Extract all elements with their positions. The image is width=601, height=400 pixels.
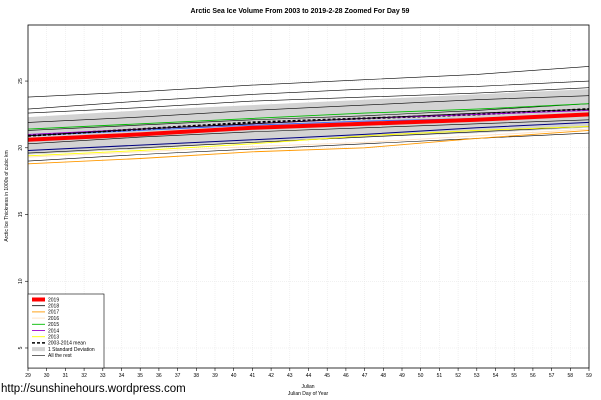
x-tick-label: 59 <box>586 373 592 379</box>
series-line-2017 <box>27 129 590 165</box>
y-axis: 5 10 15 20 25 <box>18 78 28 349</box>
legend-label: 1 Standard Deviation <box>48 347 95 353</box>
x-tick-label: 45 <box>324 373 330 379</box>
x-tick-label: 38 <box>194 373 200 379</box>
x-tick-label: 29 <box>25 373 31 379</box>
x-tick-label: 44 <box>306 373 312 379</box>
x-tick-label: 58 <box>568 373 574 379</box>
series-line-2013 <box>27 125 590 157</box>
x-axis-label-2: Julian Day of Year <box>288 391 329 397</box>
legend-label: 2016 <box>48 316 59 322</box>
x-tick-label: 43 <box>287 373 293 379</box>
x-tick-label: 32 <box>81 373 87 379</box>
x-axis: 29 30 31 32 33 34 35 36 37 38 39 40 41 42 43 44 45 46 47 48… <box>25 368 592 379</box>
x-tick-label: 41 <box>250 373 256 379</box>
legend-label: 2014 <box>48 328 59 334</box>
series-line-2018 <box>27 108 590 137</box>
y-tick-label: 20 <box>18 145 24 151</box>
grid <box>27 25 590 368</box>
x-tick-label: 34 <box>119 373 125 379</box>
other-year-line <box>27 119 590 145</box>
x-tick-label: 42 <box>268 373 274 379</box>
y-tick-label: 15 <box>18 212 24 218</box>
legend-label: 2017 <box>48 310 59 316</box>
x-tick-label: 56 <box>530 373 536 379</box>
x-tick-label: 48 <box>381 373 387 379</box>
series-line-2019 <box>27 112 590 142</box>
legend-label: 2013 <box>48 335 59 341</box>
other-year-line <box>27 95 590 123</box>
y-tick-label: 5 <box>18 346 24 349</box>
std-band-layer <box>28 89 589 155</box>
chart-title: Arctic Sea Ice Volume From 2003 to 2019-… <box>191 8 410 15</box>
x-tick-label: 37 <box>175 373 181 379</box>
x-tick-label: 30 <box>44 373 50 379</box>
y-tick-label: 10 <box>18 278 24 284</box>
x-axis-label: Julian <box>301 384 314 390</box>
x-tick-label: 31 <box>63 373 69 379</box>
other-year-line <box>27 80 590 110</box>
x-tick-label: 52 <box>455 373 461 379</box>
series-line-2003-2014-mean <box>27 108 590 137</box>
legend-label: 2015 <box>48 322 59 328</box>
x-tick-label: 51 <box>437 373 443 379</box>
x-tick-label: 46 <box>343 373 349 379</box>
series-line-2015 <box>27 103 590 130</box>
x-tick-label: 50 <box>418 373 424 379</box>
legend-label: 2018 <box>48 304 59 310</box>
x-tick-label: 55 <box>511 373 517 379</box>
dark-blue-line <box>27 121 590 151</box>
x-tick-label: 53 <box>474 373 480 379</box>
series-line-2016 <box>27 128 590 158</box>
std-band <box>28 89 589 155</box>
other-year-line <box>27 103 590 131</box>
x-tick-label: 39 <box>212 373 218 379</box>
legend-label: 2019 <box>48 297 59 303</box>
x-tick-label: 57 <box>549 373 555 379</box>
series-layer <box>27 103 590 165</box>
x-tick-label: 33 <box>100 373 106 379</box>
other-year-line <box>27 87 590 114</box>
legend-label: 2003-2014 mean <box>48 341 86 347</box>
other-year-line <box>27 66 590 98</box>
y-axis-label: Arctic Ice Thickness in 1000s of cubic k… <box>4 150 10 241</box>
x-tick-label: 40 <box>231 373 237 379</box>
x-tick-label: 47 <box>362 373 368 379</box>
x-tick-label: 54 <box>493 373 499 379</box>
legend-box <box>27 293 105 369</box>
footer-url[interactable]: http://sunshinehours.wordpress.com <box>1 383 186 395</box>
x-tick-label: 36 <box>156 373 162 379</box>
x-tick-label: 35 <box>137 373 143 379</box>
x-tick-label: 49 <box>399 373 405 379</box>
y-tick-label: 25 <box>18 78 24 84</box>
legend-label: All the rest <box>48 353 72 359</box>
plot-frame <box>27 24 590 369</box>
